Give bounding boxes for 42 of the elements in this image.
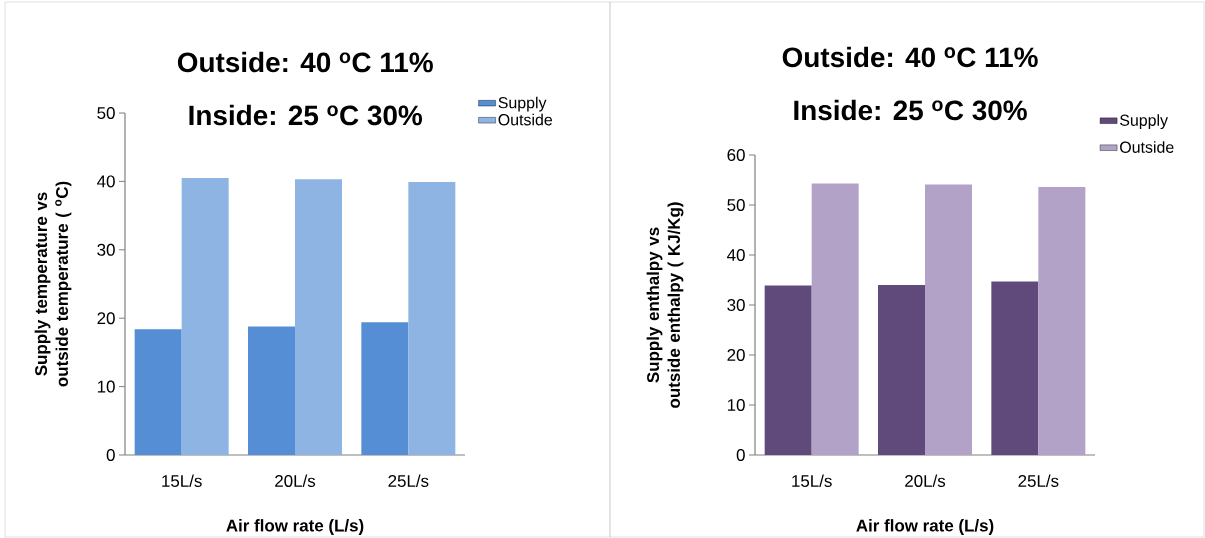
legend-label: Outside [498,113,553,126]
y-tick-label: 30 [97,243,115,256]
chart-subtitle: Inside: 25 $^{o}$C 30% [189,104,422,126]
y-tick-label: 50 [97,107,115,119]
chart-title: Outside: 40 $^{o}$C 11% [177,51,433,73]
bar [878,285,926,455]
bar [764,285,812,455]
bar [991,281,1039,455]
bar [811,183,859,455]
y-tick-label: 10 [97,380,115,393]
y-tick-label: 50 [727,199,745,212]
x-tick-label: 25L/s [388,474,429,487]
x-tick-label: 15L/s [792,474,832,487]
x-axis-title: Air flow rate (L/s) [856,519,994,535]
y-tick-label: 40 [97,175,115,188]
x-tick-label: 20L/s [905,474,946,487]
chart-subtitle: Inside: 25 $^{o}$C 30% [794,99,1027,121]
bar [408,182,456,455]
y-axis-title: Supply enthalpy vs outside enthalpy ( KJ/Kg) [646,202,684,408]
bar [1038,187,1086,455]
x-tick-label: 20L/s [275,474,316,487]
y-tick-label: 0 [736,449,745,461]
legend-label: Supply [1120,114,1168,130]
bar [361,322,409,455]
y-tick-label: 10 [727,399,745,411]
y-tick-label: 30 [727,299,745,311]
x-tick-label: 25L/s [1018,474,1059,487]
y-tick-label: 20 [97,312,115,325]
bar [134,329,182,455]
y-tick-label: 40 [727,249,745,261]
legend-label: Outside [1120,141,1174,153]
x-tick-label: 15L/s [162,474,202,487]
y-tick-label: 0 [106,449,115,461]
y-tick-label: 60 [727,149,745,162]
y-tick-label: 20 [727,349,745,361]
bar [181,177,229,455]
x-axis-title: Air flow rate (L/s) [226,519,364,535]
bar [295,179,342,455]
legend-label: Supply [498,96,547,112]
chart-title: Outside: 40 $^{o}$C 11% [782,46,1038,68]
bar [248,326,295,455]
bar [925,184,973,455]
